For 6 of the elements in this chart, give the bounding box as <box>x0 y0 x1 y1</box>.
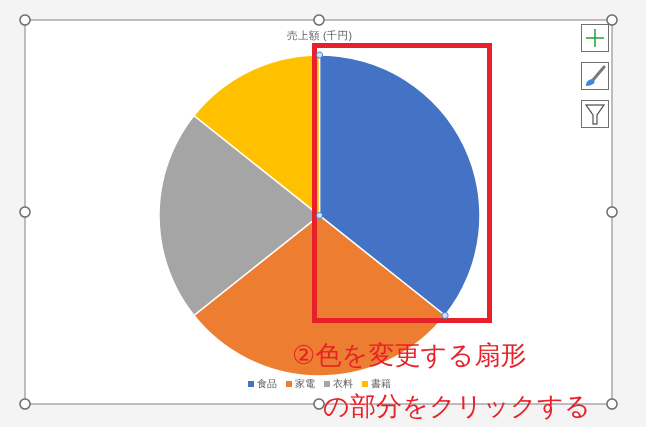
text: ②色を変更する扇形 <box>292 340 526 370</box>
legend-label: 家電 <box>295 378 315 390</box>
legend-label: 食品 <box>257 378 277 390</box>
legend-label: 衣料 <box>333 378 353 390</box>
legend-label: 書籍 <box>371 378 391 390</box>
chart-title: 売上額 (千円) <box>287 29 352 42</box>
